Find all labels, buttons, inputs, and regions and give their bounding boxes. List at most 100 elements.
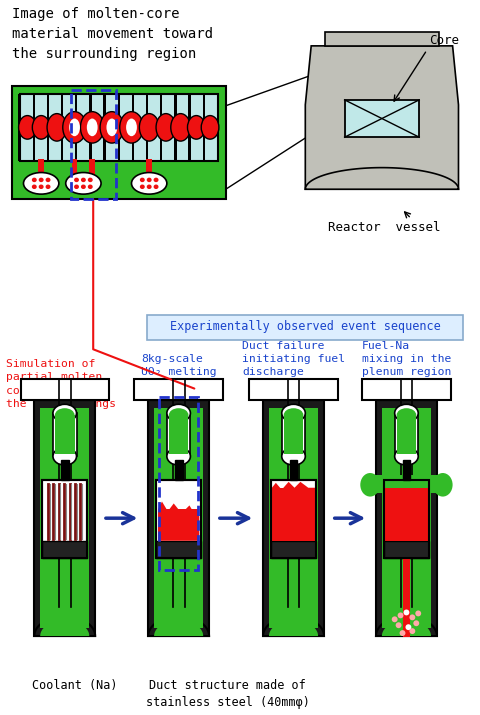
Bar (271, 480, 316, 558)
Bar (289, 460, 298, 480)
Ellipse shape (147, 184, 152, 189)
Ellipse shape (201, 116, 219, 139)
Ellipse shape (409, 614, 415, 621)
Bar (42, 480, 87, 558)
Bar (146, 94, 148, 161)
Ellipse shape (81, 177, 86, 182)
Bar (118, 94, 120, 161)
Ellipse shape (392, 616, 397, 622)
Ellipse shape (406, 624, 411, 630)
Ellipse shape (55, 408, 74, 422)
Bar (71, 90, 116, 199)
Bar (55, 415, 74, 454)
Ellipse shape (100, 112, 124, 143)
Text: 8kg-scale
UO₂ melting: 8kg-scale UO₂ melting (141, 354, 216, 377)
Bar (72, 159, 77, 182)
Ellipse shape (282, 448, 305, 465)
Bar (174, 94, 177, 161)
Ellipse shape (74, 177, 79, 182)
Bar (325, 32, 439, 46)
Ellipse shape (46, 177, 50, 182)
Bar (134, 379, 223, 400)
Bar (345, 100, 419, 137)
Bar (146, 159, 152, 182)
Polygon shape (34, 616, 95, 636)
Ellipse shape (39, 177, 44, 182)
Bar (42, 541, 87, 558)
Polygon shape (263, 616, 324, 636)
Bar (403, 460, 410, 480)
Bar (20, 94, 218, 161)
Bar (156, 480, 201, 558)
Ellipse shape (171, 114, 191, 141)
Ellipse shape (81, 184, 86, 189)
Ellipse shape (284, 408, 303, 422)
Bar (34, 400, 95, 636)
Bar (249, 379, 338, 400)
Ellipse shape (81, 112, 104, 143)
Bar (362, 379, 451, 400)
Ellipse shape (415, 611, 421, 616)
Ellipse shape (404, 609, 409, 616)
Ellipse shape (396, 622, 402, 628)
Bar (384, 480, 429, 558)
Ellipse shape (132, 172, 167, 194)
Bar (89, 159, 95, 182)
Bar (40, 408, 89, 628)
Ellipse shape (188, 116, 205, 139)
Ellipse shape (140, 177, 145, 182)
Bar (271, 541, 316, 558)
Polygon shape (305, 46, 458, 189)
Ellipse shape (139, 114, 159, 141)
Ellipse shape (140, 184, 145, 189)
Text: Duct failure
initiating fuel
discharge: Duct failure initiating fuel discharge (242, 341, 345, 377)
Bar (384, 480, 429, 558)
Bar (376, 400, 437, 636)
Text: Experimentally observed event sequence: Experimentally observed event sequence (170, 320, 441, 332)
Ellipse shape (32, 184, 37, 189)
Ellipse shape (167, 448, 191, 465)
Ellipse shape (154, 184, 158, 189)
Ellipse shape (69, 119, 80, 136)
Bar (282, 413, 305, 456)
Bar (61, 460, 69, 480)
Bar (21, 379, 109, 400)
Bar (403, 558, 410, 637)
Ellipse shape (87, 119, 97, 136)
Bar (53, 413, 76, 456)
Ellipse shape (413, 621, 419, 626)
Ellipse shape (147, 177, 152, 182)
Bar (217, 94, 219, 161)
Ellipse shape (88, 184, 93, 189)
Ellipse shape (399, 630, 406, 636)
Ellipse shape (53, 404, 76, 422)
Bar (203, 94, 205, 161)
Ellipse shape (409, 628, 415, 634)
Bar (284, 415, 303, 454)
Ellipse shape (126, 119, 137, 136)
Bar (396, 415, 416, 454)
Ellipse shape (66, 172, 101, 194)
Bar (47, 94, 49, 161)
Text: Duct structure made of
stainless steel (40mmφ): Duct structure made of stainless steel (… (146, 679, 310, 709)
Bar (189, 94, 191, 161)
Text: Simulation of
partial molten
core region and
the surroundings: Simulation of partial molten core region… (6, 359, 116, 409)
Bar (272, 488, 315, 541)
Bar (271, 480, 316, 558)
Ellipse shape (74, 184, 79, 189)
Bar (89, 94, 92, 161)
Ellipse shape (169, 408, 189, 422)
Bar (158, 509, 199, 539)
Bar (374, 475, 439, 493)
Bar (42, 480, 87, 558)
Bar (169, 415, 189, 454)
Polygon shape (40, 621, 89, 636)
Ellipse shape (167, 404, 191, 422)
Ellipse shape (360, 473, 380, 497)
Ellipse shape (32, 177, 37, 182)
Polygon shape (272, 482, 315, 541)
Bar (18, 94, 21, 161)
Bar (132, 94, 134, 161)
Polygon shape (305, 167, 458, 189)
Ellipse shape (395, 448, 418, 465)
